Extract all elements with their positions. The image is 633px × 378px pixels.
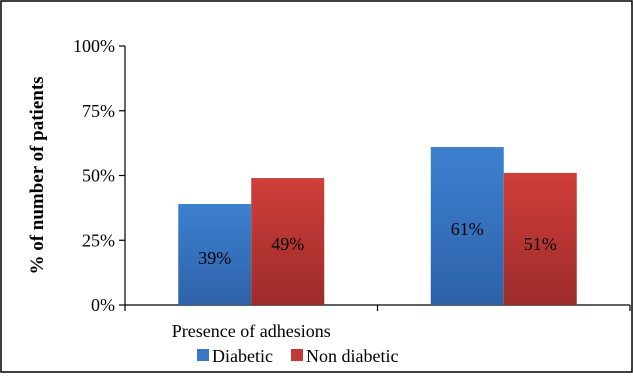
bar [503, 172, 577, 305]
legend-label: Non diabetic [306, 346, 398, 366]
y-tick-label: 100% [73, 36, 115, 56]
data-label: 51% [524, 234, 557, 254]
x-category-label: Presence of adhesions [172, 321, 331, 341]
y-axis-title: % of number of patients [27, 76, 48, 274]
legend-swatch [291, 349, 303, 361]
legend-swatch [197, 349, 209, 361]
data-label: 49% [271, 234, 304, 254]
y-tick-label: 0% [91, 295, 115, 315]
data-label: 39% [198, 248, 231, 268]
bar [430, 147, 504, 305]
bar [178, 203, 252, 305]
y-tick-label: 50% [82, 166, 115, 186]
bar [251, 178, 325, 305]
legend-label: Diabetic [212, 346, 273, 366]
y-tick-label: 25% [82, 230, 115, 250]
data-label: 61% [451, 219, 484, 239]
y-tick-label: 75% [82, 101, 115, 121]
